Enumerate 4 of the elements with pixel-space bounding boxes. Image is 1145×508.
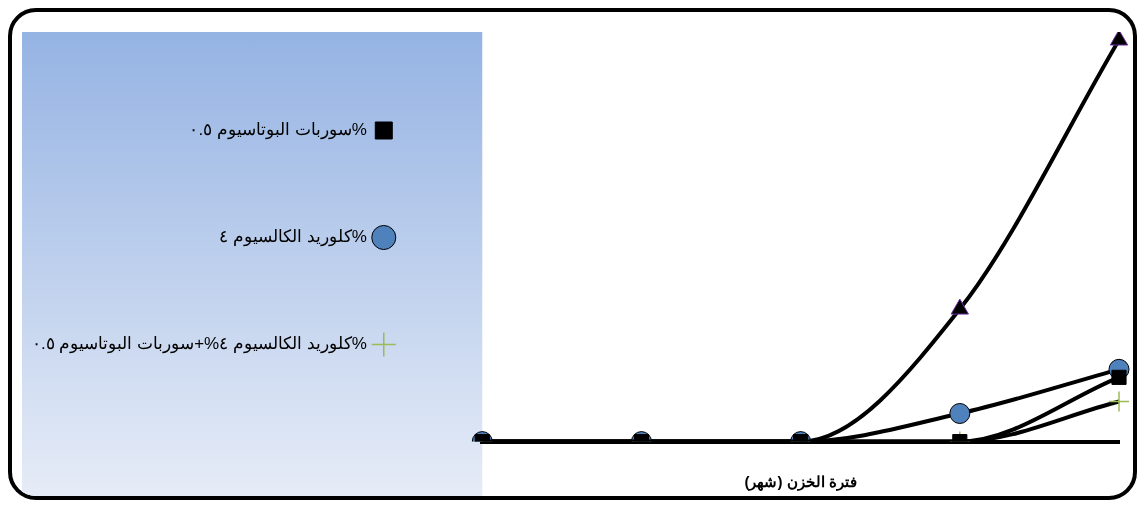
legend-label: كلوريد الكالسيوم ٤%+سوربات البوتاسيوم ٠.٥% [31, 334, 367, 355]
x-axis-title: فترة الخزن (شهر) [744, 473, 857, 492]
legend-label: كلوريد الكالسيوم ٤% [219, 227, 367, 248]
legend-label: سوربات البوتاسيوم ٠.٥% [189, 120, 367, 141]
